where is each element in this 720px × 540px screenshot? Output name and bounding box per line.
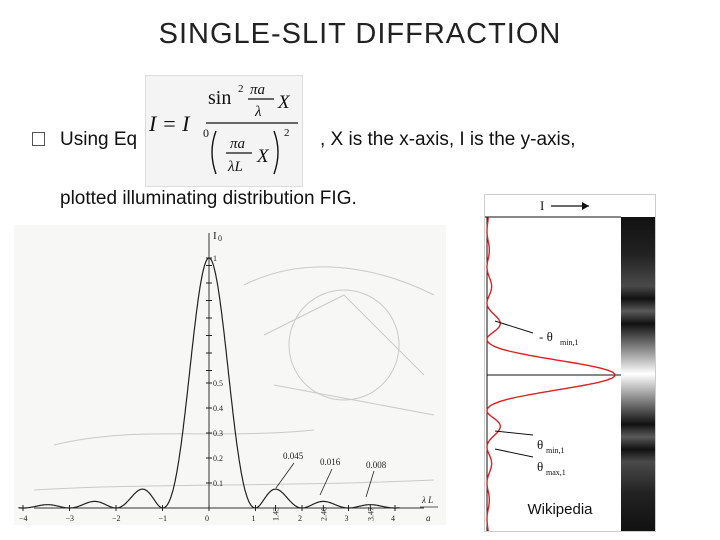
figure-label-3: θ xyxy=(537,459,543,474)
intensity-plot: I 0 1 0.5 0.4 0.3 0.2 0.1 −4 −3 −2 −1 0 1 1.43 2 2.46… xyxy=(14,225,446,525)
x-tick-label: −3 xyxy=(66,514,75,523)
x-tick-label: 0 xyxy=(205,514,209,523)
figure-arrow-3 xyxy=(494,448,534,458)
x-tick-label: −1 xyxy=(159,514,168,523)
formula-lambdaL: λL xyxy=(227,159,243,175)
annotation-1: 0.045 xyxy=(283,451,304,461)
formula-den-sup: 2 xyxy=(284,127,290,139)
x-tick-label: 2.46 xyxy=(319,507,328,521)
x-tick-label: 1 xyxy=(252,514,256,523)
annotation-3: 0.008 xyxy=(366,460,387,470)
figure-label-1: - θ xyxy=(539,329,553,344)
annotation-2: 0.016 xyxy=(320,457,341,467)
formula-sup: 2 xyxy=(238,83,244,95)
formula-pia: πa xyxy=(250,82,265,98)
formula-x-den: X xyxy=(256,146,270,167)
slide-title: SINGLE-SLIT DIFFRACTION xyxy=(158,18,562,50)
y-tick-label: 0.3 xyxy=(213,429,223,438)
figure-label-1-sub: min,1 xyxy=(560,338,578,347)
bullet-text-line2: plotted illuminating distribution FIG. xyxy=(60,188,357,209)
y-tick-label: 1 xyxy=(213,254,217,263)
figure-arrow-1 xyxy=(494,320,534,334)
formula-paren-left xyxy=(211,130,217,175)
figure-intensity-curve xyxy=(486,217,616,531)
background-sketch xyxy=(33,266,435,491)
x-tick-label: −4 xyxy=(19,514,28,523)
y-tick-label: 0.4 xyxy=(213,404,223,413)
formula-x-num: X xyxy=(277,92,291,113)
image-credit: Wikipedia xyxy=(512,499,608,521)
figure-axis-label: I xyxy=(540,198,544,213)
x-tick-label: 3.47 xyxy=(366,507,375,521)
figure-axis-arrowhead xyxy=(582,202,589,210)
x-axis-label-den: a xyxy=(426,513,431,523)
formula-paren-right xyxy=(273,130,279,175)
y-tick-label: 0.2 xyxy=(213,454,223,463)
annotation-arrow-2 xyxy=(319,468,333,496)
annotation-arrow-1 xyxy=(275,462,295,489)
x-tick-label: −2 xyxy=(112,514,121,523)
formula-image: I = I 0 sin 2 πa λ X πa λL X 2 xyxy=(145,75,303,187)
figure-label-2-sub: min,1 xyxy=(546,446,564,455)
figure-label-2: θ xyxy=(537,437,543,452)
intensity-curve xyxy=(18,257,400,509)
bullet-text-end: , X is the x-axis, I is the y-axis, xyxy=(320,129,576,150)
y-axis-label-sub: 0 xyxy=(218,234,222,243)
x-tick-label: 1.43 xyxy=(271,507,280,521)
y-tick-label: 0.1 xyxy=(213,479,223,488)
x-axis-label-num: λ L xyxy=(421,495,433,505)
formula-sin: sin xyxy=(208,87,231,109)
formula-lambda: λ xyxy=(254,104,262,120)
x-tick-label: 3 xyxy=(345,514,349,523)
y-tick-label: 0.5 xyxy=(213,379,223,388)
formula-lhs: I = I xyxy=(148,111,191,136)
x-tick-label: 4 xyxy=(391,514,395,523)
figure-label-3-sub: max,1 xyxy=(546,468,566,477)
x-tick-label: 2 xyxy=(298,514,302,523)
bullet-text-start: Using Eq xyxy=(60,129,138,150)
formula-pia-den: πa xyxy=(230,136,245,152)
bullet-icon xyxy=(32,132,45,146)
figure-arrow-2 xyxy=(494,430,534,436)
intensity-band xyxy=(621,217,655,531)
annotation-arrow-3 xyxy=(365,470,375,498)
y-axis-label: I xyxy=(213,230,217,242)
formula-sub: 0 xyxy=(203,126,209,140)
wikipedia-diffraction-figure: I - θ min,1 θ min,1 θ max,1 xyxy=(484,194,656,532)
